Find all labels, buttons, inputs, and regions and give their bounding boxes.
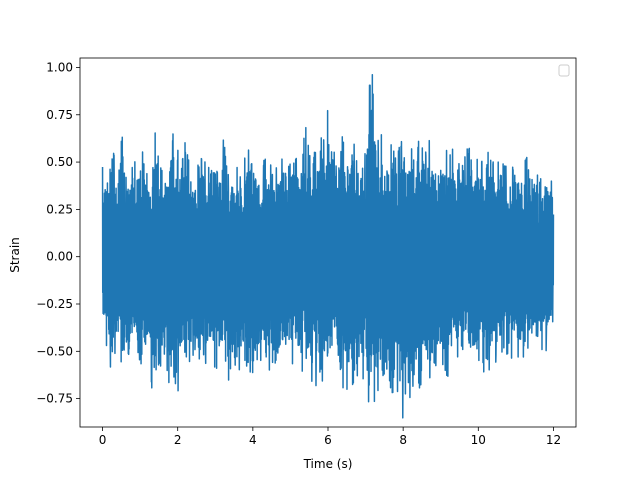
x-tick-label: 0	[99, 433, 107, 447]
strain-series-line	[101, 74, 555, 419]
y-tick-label: 0.00	[46, 250, 73, 264]
y-tick-label: 0.50	[46, 155, 73, 169]
y-axis-label: Strain	[8, 237, 22, 273]
x-tick-label: 4	[249, 433, 257, 447]
y-tick-label: −0.25	[36, 297, 73, 311]
legend-box	[558, 64, 570, 77]
y-tick-label: −0.50	[36, 344, 73, 358]
x-axis: 0 2 4 6 8 10 12	[99, 427, 561, 447]
x-tick-label: 12	[546, 433, 561, 447]
y-axis: −0.75 −0.50 −0.25 0.00 0.25 0.50 0.75 1.00	[36, 60, 80, 406]
y-tick-label: 1.00	[46, 60, 73, 74]
x-axis-label: Time (s)	[303, 457, 353, 471]
plot-area	[101, 74, 555, 419]
y-tick-label: 0.75	[46, 108, 73, 122]
x-tick-label: 8	[399, 433, 407, 447]
y-tick-label: −0.75	[36, 392, 73, 406]
x-tick-label: 2	[174, 433, 182, 447]
x-tick-label: 6	[324, 433, 332, 447]
x-tick-label: 10	[471, 433, 486, 447]
y-tick-label: 0.25	[46, 202, 73, 216]
